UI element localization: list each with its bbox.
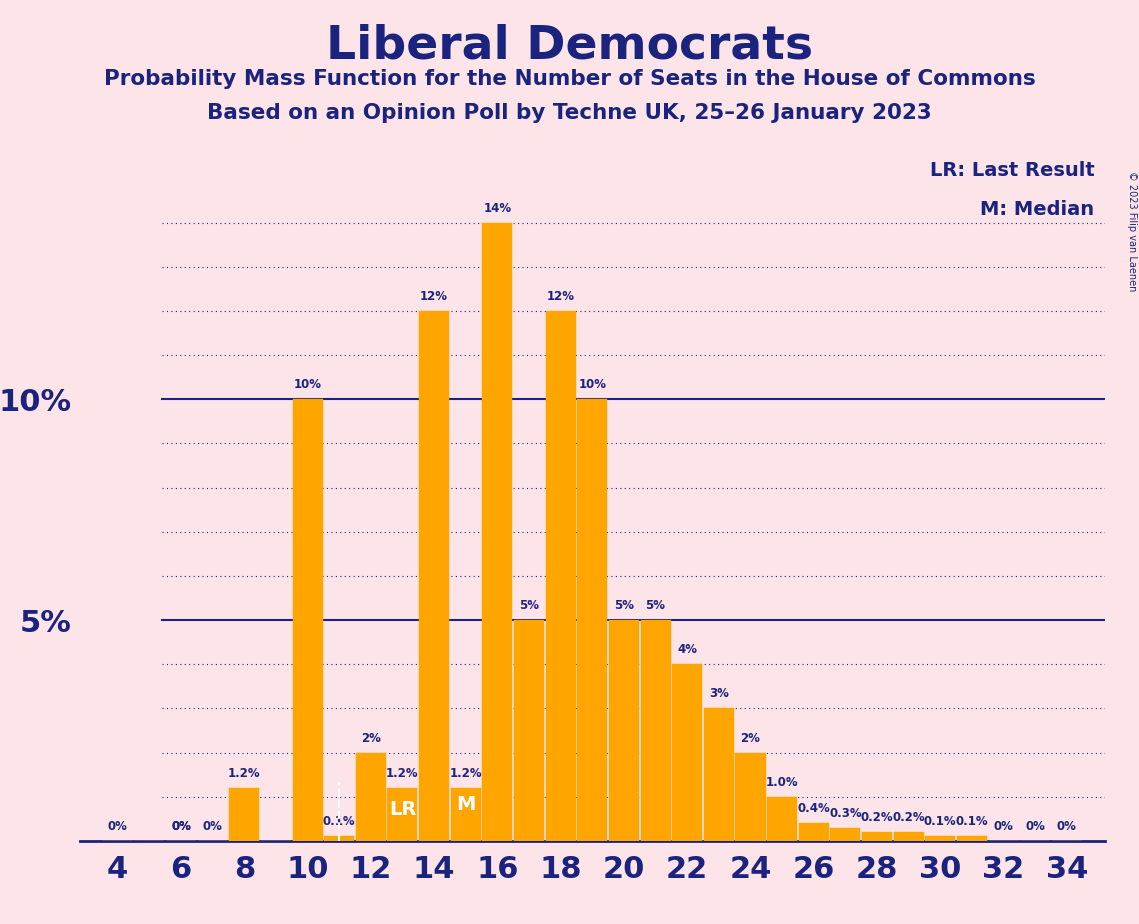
Text: 0.2%: 0.2%	[861, 811, 893, 824]
Bar	[862, 832, 892, 841]
Text: Based on an Opinion Poll by Techne UK, 25–26 January 2023: Based on an Opinion Poll by Techne UK, 2…	[207, 103, 932, 124]
Text: 0%: 0%	[108, 820, 128, 833]
Text: 14%: 14%	[483, 201, 511, 214]
Bar	[736, 752, 765, 841]
Text: 1.0%: 1.0%	[765, 776, 798, 789]
Bar	[767, 796, 797, 841]
Bar	[798, 823, 829, 841]
Text: 0.3%: 0.3%	[829, 807, 862, 820]
Bar	[672, 664, 703, 841]
Bar	[577, 399, 607, 841]
Text: 0%: 0%	[1057, 820, 1076, 833]
Bar	[546, 311, 575, 841]
Text: 10%: 10%	[579, 378, 606, 392]
Bar	[609, 620, 639, 841]
Text: 5%: 5%	[614, 599, 634, 612]
Text: 12%: 12%	[420, 290, 448, 303]
Text: 0%: 0%	[1025, 820, 1046, 833]
Text: 0.1%: 0.1%	[956, 816, 989, 829]
Text: © 2023 Filip van Laenen: © 2023 Filip van Laenen	[1126, 171, 1137, 291]
Bar	[514, 620, 544, 841]
Text: 2%: 2%	[361, 732, 380, 745]
Text: 0.2%: 0.2%	[892, 811, 925, 824]
Text: 0%: 0%	[203, 820, 222, 833]
Text: Liberal Democrats: Liberal Democrats	[326, 23, 813, 68]
Text: 2%: 2%	[740, 732, 761, 745]
Text: M: M	[456, 796, 475, 814]
Text: 1.2%: 1.2%	[386, 767, 419, 780]
Text: 0.1%: 0.1%	[924, 816, 957, 829]
Text: 0%: 0%	[993, 820, 1014, 833]
Bar	[293, 399, 322, 841]
Bar	[704, 709, 734, 841]
Text: LR: Last Result: LR: Last Result	[929, 161, 1095, 179]
Bar	[355, 752, 386, 841]
Bar	[387, 788, 418, 841]
Bar	[894, 832, 924, 841]
Bar	[830, 828, 860, 841]
Bar	[229, 788, 260, 841]
Text: 1.2%: 1.2%	[450, 767, 482, 780]
Text: 12%: 12%	[547, 290, 575, 303]
Bar	[640, 620, 671, 841]
Text: M: Median: M: Median	[981, 201, 1095, 219]
Text: 1.2%: 1.2%	[228, 767, 261, 780]
Text: 5%: 5%	[519, 599, 539, 612]
Text: LR: LR	[388, 800, 416, 819]
Text: 0.4%: 0.4%	[797, 802, 830, 815]
Bar	[482, 223, 513, 841]
Text: 3%: 3%	[708, 687, 729, 700]
Text: 5%: 5%	[646, 599, 665, 612]
Bar	[957, 836, 988, 841]
Bar	[925, 836, 956, 841]
Text: 10%: 10%	[294, 378, 321, 392]
Text: 0.1%: 0.1%	[322, 816, 355, 829]
Text: 0%: 0%	[171, 820, 191, 833]
Text: Probability Mass Function for the Number of Seats in the House of Commons: Probability Mass Function for the Number…	[104, 69, 1035, 90]
Bar	[451, 788, 481, 841]
Text: 0%: 0%	[171, 820, 191, 833]
Bar	[325, 836, 354, 841]
Bar	[419, 311, 449, 841]
Text: 4%: 4%	[678, 643, 697, 656]
